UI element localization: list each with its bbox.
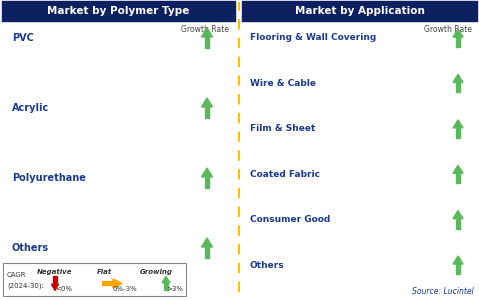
- Text: PVC: PVC: [12, 33, 34, 43]
- Polygon shape: [453, 29, 463, 37]
- Bar: [456, 173, 460, 183]
- Text: Flooring & Wall Covering: Flooring & Wall Covering: [250, 34, 376, 43]
- Text: Consumer Good: Consumer Good: [250, 215, 330, 224]
- Text: Growth Rate: Growth Rate: [424, 26, 472, 34]
- Text: <0%: <0%: [56, 286, 72, 292]
- Text: Source: Lucintel: Source: Lucintel: [412, 287, 474, 296]
- Bar: [164, 283, 168, 290]
- Text: Growing: Growing: [139, 269, 172, 275]
- Bar: [102, 281, 113, 286]
- Polygon shape: [453, 211, 463, 219]
- Text: Market by Application: Market by Application: [295, 6, 424, 16]
- Polygon shape: [453, 256, 463, 264]
- Text: CAGR: CAGR: [7, 272, 26, 278]
- Text: Wire & Cable: Wire & Cable: [250, 79, 316, 88]
- Polygon shape: [202, 238, 213, 247]
- Bar: [456, 37, 460, 47]
- Text: 0%-3%: 0%-3%: [113, 286, 137, 292]
- Bar: [456, 219, 460, 229]
- Bar: [3, 263, 186, 296]
- Bar: [205, 247, 209, 258]
- Text: Coated Fabric: Coated Fabric: [250, 170, 320, 179]
- Polygon shape: [202, 168, 213, 177]
- Polygon shape: [453, 165, 463, 173]
- Bar: [456, 264, 460, 274]
- Text: Acrylic: Acrylic: [12, 103, 49, 113]
- Text: Others: Others: [12, 243, 49, 253]
- Bar: [205, 177, 209, 188]
- Bar: [242, 1, 477, 21]
- Text: Others: Others: [250, 260, 285, 269]
- Polygon shape: [113, 279, 122, 288]
- Text: (2024-30):: (2024-30):: [7, 283, 44, 289]
- Text: Market by Polymer Type: Market by Polymer Type: [47, 6, 190, 16]
- Bar: [2, 1, 235, 21]
- Polygon shape: [453, 120, 463, 128]
- Bar: [205, 37, 209, 48]
- Text: Negative: Negative: [37, 269, 73, 275]
- Text: Polyurethane: Polyurethane: [12, 173, 86, 183]
- Text: Growth Rate: Growth Rate: [181, 26, 229, 34]
- Bar: [54, 277, 57, 284]
- Text: Film & Sheet: Film & Sheet: [250, 124, 315, 133]
- Text: >3%: >3%: [167, 286, 183, 292]
- Bar: [456, 82, 460, 92]
- Bar: [205, 107, 209, 118]
- Polygon shape: [162, 277, 170, 283]
- Bar: [456, 128, 460, 138]
- Text: Flat: Flat: [96, 269, 112, 275]
- Polygon shape: [52, 284, 58, 290]
- Polygon shape: [202, 28, 213, 37]
- Polygon shape: [453, 74, 463, 83]
- Polygon shape: [202, 98, 213, 107]
